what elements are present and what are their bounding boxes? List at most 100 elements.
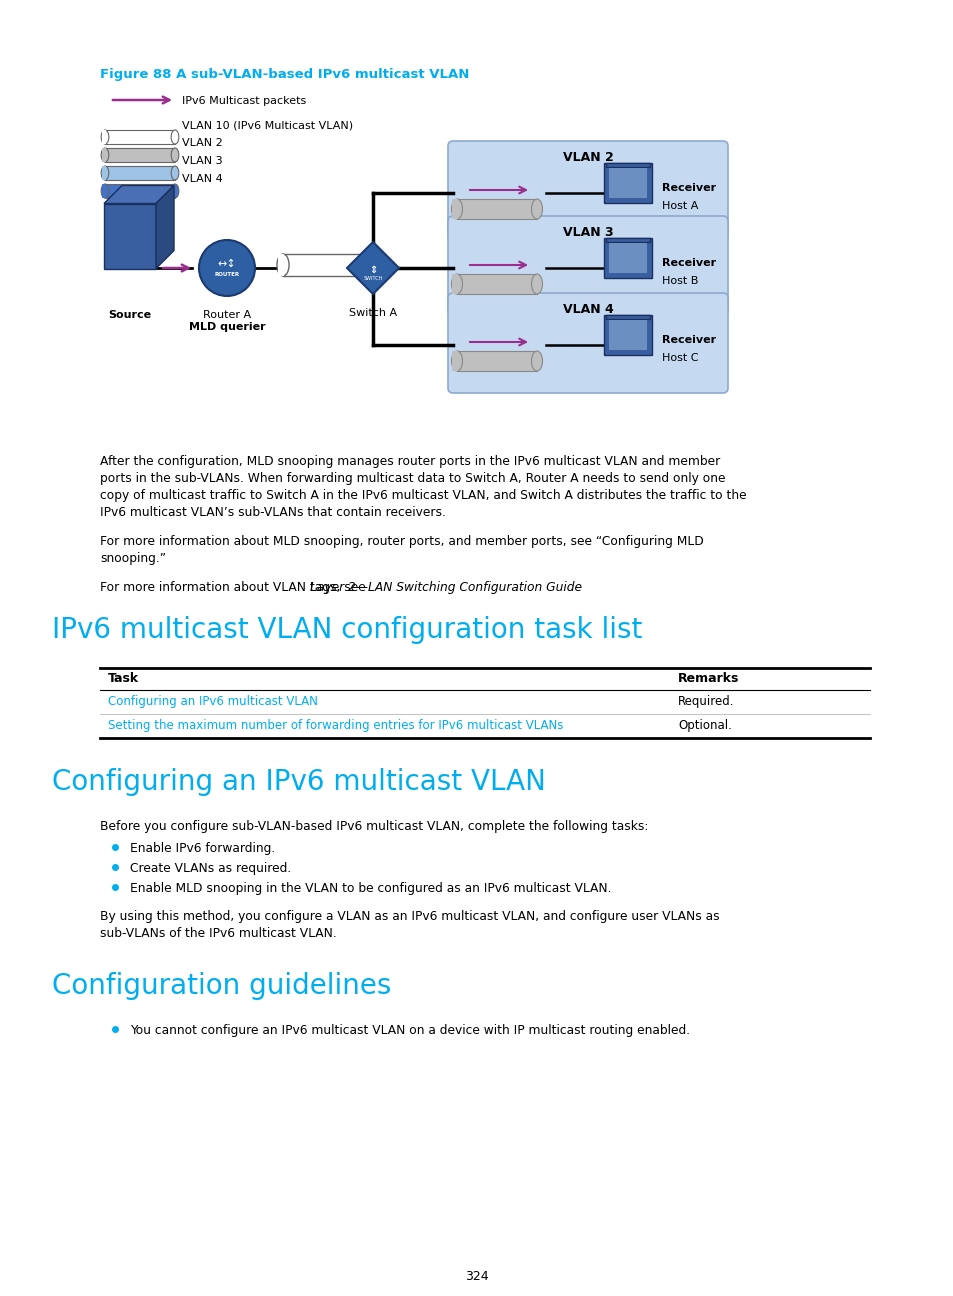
Text: Required.: Required.	[678, 695, 734, 708]
Text: VLAN 2: VLAN 2	[562, 152, 613, 165]
Text: VLAN 2: VLAN 2	[182, 137, 222, 148]
Text: VLAN 3: VLAN 3	[182, 156, 222, 166]
FancyBboxPatch shape	[104, 203, 156, 268]
Text: Layer 2—LAN Switching Configuration Guide: Layer 2—LAN Switching Configuration Guid…	[310, 581, 581, 594]
Text: Enable IPv6 forwarding.: Enable IPv6 forwarding.	[130, 842, 275, 855]
Ellipse shape	[531, 273, 542, 294]
Text: IPv6 multicast VLAN’s sub-VLANs that contain receivers.: IPv6 multicast VLAN’s sub-VLANs that con…	[100, 505, 445, 518]
Polygon shape	[607, 165, 647, 175]
Text: IPv6 Multicast packets: IPv6 Multicast packets	[182, 96, 306, 106]
Bar	[456, 200, 537, 219]
Polygon shape	[347, 242, 398, 294]
Ellipse shape	[171, 166, 178, 180]
Bar	[456, 351, 537, 371]
Text: Optional.: Optional.	[678, 719, 731, 732]
Ellipse shape	[356, 254, 369, 276]
Bar	[102, 148, 106, 162]
Ellipse shape	[276, 254, 289, 276]
Bar	[283, 254, 363, 276]
Text: VLAN 4: VLAN 4	[182, 174, 222, 184]
Text: .: .	[515, 581, 518, 594]
Bar	[452, 273, 457, 294]
Text: ROUTER: ROUTER	[214, 271, 239, 276]
Ellipse shape	[171, 148, 178, 162]
Bar	[105, 166, 174, 180]
Ellipse shape	[451, 200, 462, 219]
Text: Task: Task	[108, 673, 139, 686]
Text: Source: Source	[109, 310, 152, 320]
Text: Receiver: Receiver	[661, 258, 716, 268]
Text: Create VLANs as required.: Create VLANs as required.	[130, 862, 291, 875]
FancyBboxPatch shape	[608, 320, 646, 350]
Circle shape	[199, 240, 254, 295]
Text: ports in the sub-VLANs. When forwarding multicast data to Switch A, Router A nee: ports in the sub-VLANs. When forwarding …	[100, 472, 724, 485]
Text: MLD querier: MLD querier	[189, 321, 265, 332]
Text: Host A: Host A	[661, 201, 698, 211]
Bar	[605, 163, 649, 167]
Bar	[452, 200, 457, 219]
Bar	[105, 184, 174, 198]
FancyBboxPatch shape	[603, 163, 651, 203]
Text: copy of multicast traffic to Switch A in the IPv6 multicast VLAN, and Switch A d: copy of multicast traffic to Switch A in…	[100, 489, 746, 502]
Bar	[456, 273, 537, 294]
Text: For more information about VLAN tags, see: For more information about VLAN tags, se…	[100, 581, 369, 594]
Ellipse shape	[171, 130, 178, 144]
Text: VLAN 4: VLAN 4	[562, 303, 613, 316]
Bar	[605, 315, 649, 319]
Bar	[277, 254, 284, 276]
Text: Switch A: Switch A	[349, 308, 396, 318]
Text: VLAN 3: VLAN 3	[562, 226, 613, 238]
Text: Configuring an IPv6 multicast VLAN: Configuring an IPv6 multicast VLAN	[108, 695, 317, 708]
Text: Setting the maximum number of forwarding entries for IPv6 multicast VLANs: Setting the maximum number of forwarding…	[108, 719, 563, 732]
Polygon shape	[607, 318, 647, 327]
Text: sub-VLANs of the IPv6 multicast VLAN.: sub-VLANs of the IPv6 multicast VLAN.	[100, 927, 336, 940]
FancyBboxPatch shape	[448, 216, 727, 316]
Text: You cannot configure an IPv6 multicast VLAN on a device with IP multicast routin: You cannot configure an IPv6 multicast V…	[130, 1024, 689, 1037]
Ellipse shape	[531, 351, 542, 371]
Text: After the configuration, MLD snooping manages router ports in the IPv6 multicast: After the configuration, MLD snooping ma…	[100, 455, 720, 468]
Bar	[102, 130, 106, 144]
Text: SWITCH: SWITCH	[363, 276, 382, 280]
Ellipse shape	[101, 130, 109, 144]
Text: IPv6 multicast VLAN configuration task list: IPv6 multicast VLAN configuration task l…	[52, 616, 641, 644]
Text: Configuration guidelines: Configuration guidelines	[52, 972, 391, 1001]
Text: Remarks: Remarks	[678, 673, 739, 686]
Text: By using this method, you configure a VLAN as an IPv6 multicast VLAN, and config: By using this method, you configure a VL…	[100, 910, 719, 923]
Text: Router A: Router A	[203, 310, 251, 320]
Ellipse shape	[101, 148, 109, 162]
FancyBboxPatch shape	[608, 168, 646, 198]
Text: 324: 324	[465, 1270, 488, 1283]
Polygon shape	[156, 185, 173, 268]
Text: For more information about MLD snooping, router ports, and member ports, see “Co: For more information about MLD snooping,…	[100, 535, 703, 548]
Text: Before you configure sub-VLAN-based IPv6 multicast VLAN, complete the following : Before you configure sub-VLAN-based IPv6…	[100, 820, 648, 833]
Ellipse shape	[171, 184, 178, 198]
Text: Figure 88 A sub-VLAN-based IPv6 multicast VLAN: Figure 88 A sub-VLAN-based IPv6 multicas…	[100, 67, 469, 80]
Text: VLAN 10 (IPv6 Multicast VLAN): VLAN 10 (IPv6 Multicast VLAN)	[182, 121, 353, 130]
Text: snooping.”: snooping.”	[100, 552, 166, 565]
Ellipse shape	[101, 184, 109, 198]
Text: Host C: Host C	[661, 353, 698, 363]
Bar	[102, 166, 106, 180]
Text: Enable MLD snooping in the VLAN to be configured as an IPv6 multicast VLAN.: Enable MLD snooping in the VLAN to be co…	[130, 883, 611, 896]
Bar	[102, 184, 106, 198]
FancyBboxPatch shape	[448, 141, 727, 241]
Bar	[105, 148, 174, 162]
FancyBboxPatch shape	[448, 293, 727, 393]
Bar	[452, 351, 457, 371]
Bar	[605, 238, 649, 242]
Ellipse shape	[451, 351, 462, 371]
Text: Host B: Host B	[661, 276, 698, 286]
Text: Configuring an IPv6 multicast VLAN: Configuring an IPv6 multicast VLAN	[52, 769, 545, 796]
Ellipse shape	[101, 166, 109, 180]
Text: ↔↕: ↔↕	[217, 259, 236, 270]
Text: ⇕: ⇕	[369, 264, 376, 275]
FancyBboxPatch shape	[603, 238, 651, 279]
Polygon shape	[607, 240, 647, 250]
Polygon shape	[104, 185, 173, 203]
Text: Receiver: Receiver	[661, 183, 716, 193]
FancyBboxPatch shape	[608, 244, 646, 273]
Ellipse shape	[531, 200, 542, 219]
Ellipse shape	[451, 273, 462, 294]
Bar	[105, 130, 174, 144]
FancyBboxPatch shape	[603, 315, 651, 355]
